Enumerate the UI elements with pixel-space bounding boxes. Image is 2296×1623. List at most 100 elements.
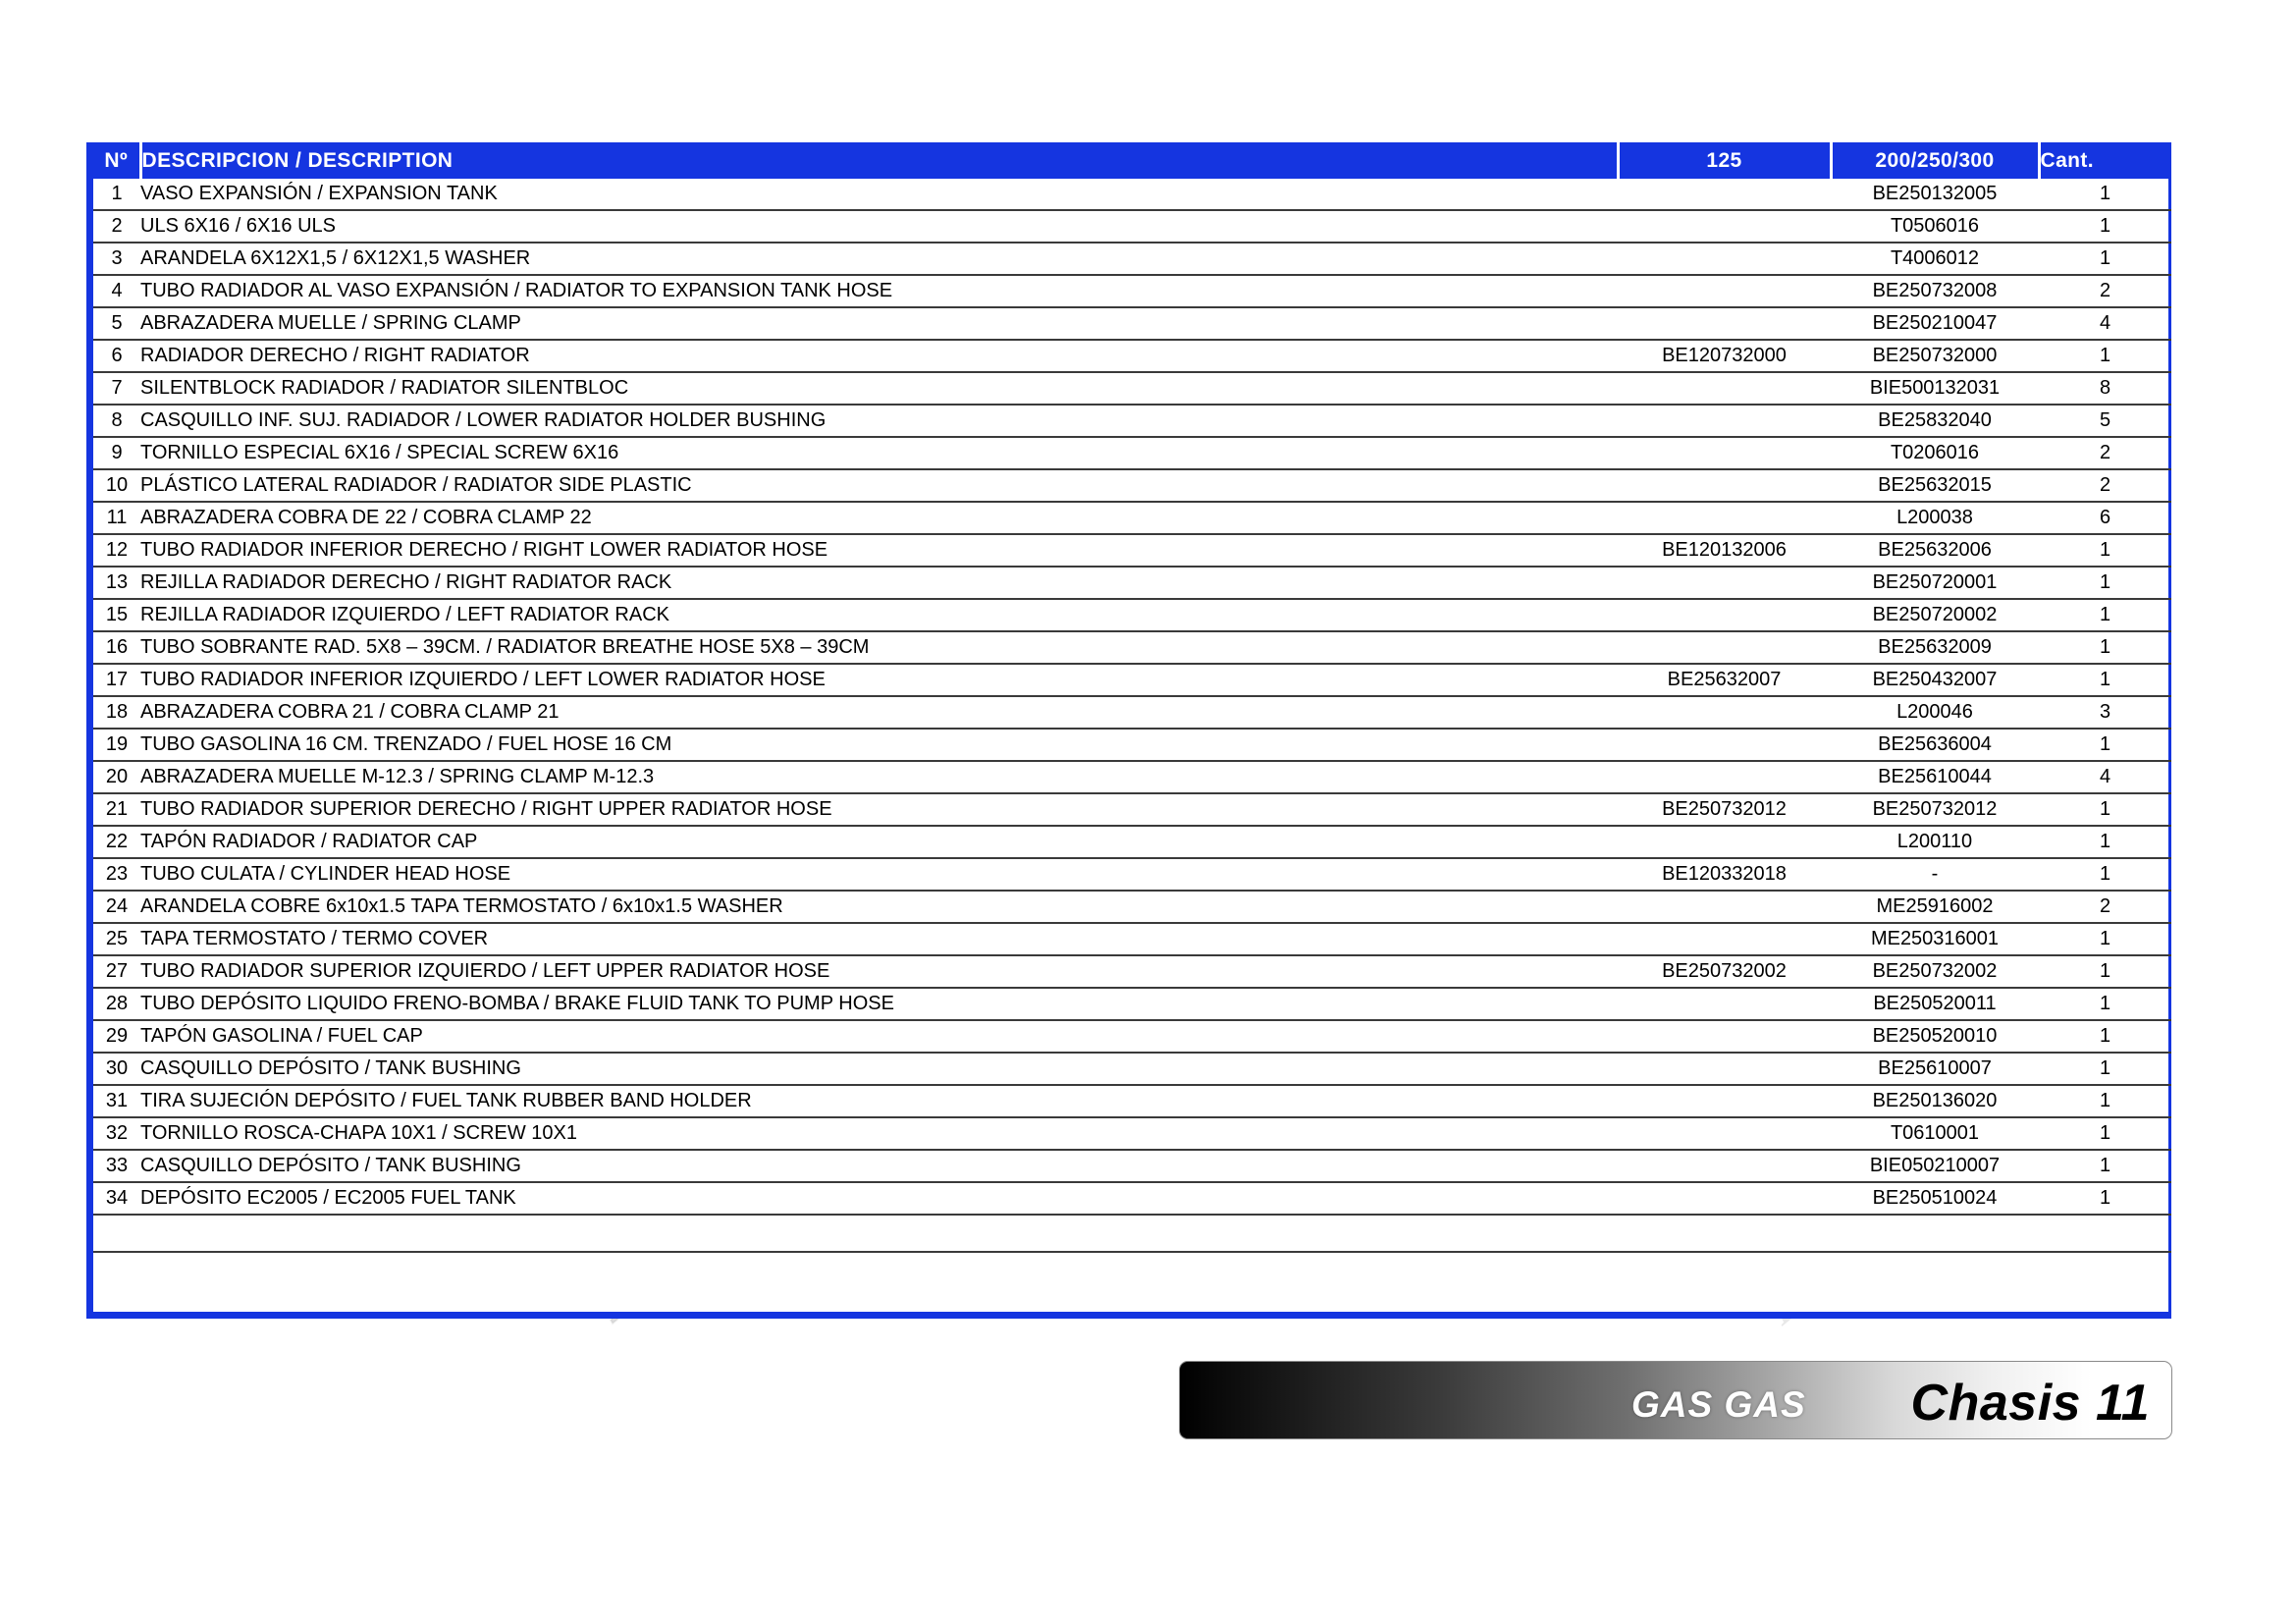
cell-description: CASQUILLO INF. SUJ. RADIADOR / LOWER RAD… <box>140 405 1618 438</box>
table-row[interactable]: 27 TUBO RADIADOR SUPERIOR IZQUIERDO / LEF… <box>93 955 2171 989</box>
cell-empty <box>2039 1252 2171 1290</box>
table-row[interactable]: 17 TUBO RADIADOR INFERIOR IZQUIERDO / LEF… <box>93 664 2171 697</box>
table-row[interactable]: 34 DEPÓSITO EC2005 / EC2005 FUEL TANK BE25… <box>93 1182 2171 1216</box>
cell-125: BE120132006 <box>1618 534 1831 568</box>
cell-quantity: 1 <box>2039 340 2171 373</box>
parts-table-header: Nº DESCRIPCION / DESCRIPTION 125 200/250… <box>93 142 2171 179</box>
cell-number: 29 <box>93 1020 140 1054</box>
cell-125: BE120332018 <box>1618 858 1831 892</box>
cell-description: TUBO CULATA / CYLINDER HEAD HOSE <box>140 858 1618 892</box>
cell-200-250-300: BE250732012 <box>1831 793 2039 827</box>
table-row[interactable]: 28 TUBO DEPÓSITO LIQUIDO FRENO-BOMBA / BR… <box>93 988 2171 1021</box>
cell-125 <box>1618 372 1831 406</box>
table-row[interactable]: 24 ARANDELA COBRE 6x10x1.5 TAPA TERMOSTAT… <box>93 891 2171 924</box>
table-row[interactable]: 10 PLÁSTICO LATERAL RADIADOR / RADIATOR S… <box>93 469 2171 503</box>
cell-number: 21 <box>93 793 140 827</box>
table-row[interactable]: 3 ARANDELA 6X12X1,5 / 6X12X1,5 WASHER T400… <box>93 243 2171 276</box>
table-row[interactable]: 12 TUBO RADIADOR INFERIOR DERECHO / RIGHT… <box>93 534 2171 568</box>
cell-quantity: 1 <box>2039 631 2171 665</box>
table-row[interactable]: 16 TUBO SOBRANTE RAD. 5X8 – 39CM. / RADIA… <box>93 631 2171 665</box>
cell-125 <box>1618 988 1831 1021</box>
cell-number: 12 <box>93 534 140 568</box>
cell-description: ULS 6X16 / 6X16 ULS <box>140 210 1618 243</box>
cell-description: TORNILLO ROSCA-CHAPA 10X1 / SCREW 10X1 <box>140 1117 1618 1151</box>
cell-quantity: 2 <box>2039 891 2171 924</box>
cell-number: 5 <box>93 307 140 341</box>
cell-200-250-300: BE250732002 <box>1831 955 2039 989</box>
cell-description: ARANDELA 6X12X1,5 / 6X12X1,5 WASHER <box>140 243 1618 276</box>
cell-description: ABRAZADERA COBRA DE 22 / COBRA CLAMP 22 <box>140 502 1618 535</box>
cell-description: ABRAZADERA MUELLE / SPRING CLAMP <box>140 307 1618 341</box>
table-row[interactable]: 15 REJILLA RADIADOR IZQUIERDO / LEFT RADI… <box>93 599 2171 632</box>
cell-quantity: 1 <box>2039 793 2171 827</box>
table-row[interactable]: 19 TUBO GASOLINA 16 CM. TRENZADO / FUEL H… <box>93 729 2171 762</box>
cell-quantity: 1 <box>2039 826 2171 859</box>
cell-quantity: 2 <box>2039 275 2171 308</box>
table-row[interactable]: 20 ABRAZADERA MUELLE M-12.3 / SPRING CLAM… <box>93 761 2171 794</box>
cell-200-250-300: T0610001 <box>1831 1117 2039 1151</box>
cell-number: 31 <box>93 1085 140 1118</box>
column-header-quantity: Cant. <box>2037 142 2171 179</box>
cell-description: TIRA SUJECIÓN DEPÓSITO / FUEL TANK RUBBE… <box>140 1085 1618 1118</box>
cell-200-250-300: T0206016 <box>1831 437 2039 470</box>
table-row[interactable]: 11 ABRAZADERA COBRA DE 22 / COBRA CLAMP 2… <box>93 502 2171 535</box>
table-row[interactable]: 2 ULS 6X16 / 6X16 ULS T0506016 1 <box>93 210 2171 243</box>
cell-quantity: 1 <box>2039 1020 2171 1054</box>
cell-quantity: 2 <box>2039 437 2171 470</box>
cell-125 <box>1618 1020 1831 1054</box>
cell-empty <box>1831 1252 2039 1290</box>
cell-125 <box>1618 761 1831 794</box>
cell-description: TAPÓN GASOLINA / FUEL CAP <box>140 1020 1618 1054</box>
cell-quantity: 1 <box>2039 1182 2171 1216</box>
cell-description: TUBO SOBRANTE RAD. 5X8 – 39CM. / RADIATO… <box>140 631 1618 665</box>
table-row[interactable]: 1 VASO EXPANSIÓN / EXPANSION TANK BE250132… <box>93 179 2171 211</box>
cell-number: 22 <box>93 826 140 859</box>
cell-quantity: 8 <box>2039 372 2171 406</box>
cell-quantity: 1 <box>2039 179 2171 211</box>
table-row[interactable]: 13 REJILLA RADIADOR DERECHO / RIGHT RADIA… <box>93 567 2171 600</box>
table-row-empty <box>93 1252 2171 1290</box>
cell-quantity: 1 <box>2039 729 2171 762</box>
cell-quantity: 4 <box>2039 761 2171 794</box>
table-row[interactable]: 8 CASQUILLO INF. SUJ. RADIADOR / LOWER RA… <box>93 405 2171 438</box>
cell-quantity: 1 <box>2039 1053 2171 1086</box>
column-header-200-250-300: 200/250/300 <box>1829 142 2039 179</box>
table-row[interactable]: 30 CASQUILLO DEPÓSITO / TANK BUSHING BE256… <box>93 1053 2171 1086</box>
cell-125: BE250732012 <box>1618 793 1831 827</box>
table-row[interactable]: 33 CASQUILLO DEPÓSITO / TANK BUSHING BIE05… <box>93 1150 2171 1183</box>
table-row[interactable]: 32 TORNILLO ROSCA-CHAPA 10X1 / SCREW 10X1… <box>93 1117 2171 1151</box>
cell-125 <box>1618 1053 1831 1086</box>
table-row[interactable]: 31 TIRA SUJECIÓN DEPÓSITO / FUEL TANK RUB… <box>93 1085 2171 1118</box>
cell-number: 9 <box>93 437 140 470</box>
cell-number: 8 <box>93 405 140 438</box>
cell-empty <box>1618 1215 1831 1253</box>
table-row[interactable]: 23 TUBO CULATA / CYLINDER HEAD HOSE BE1203… <box>93 858 2171 892</box>
table-row[interactable]: 25 TAPA TERMOSTATO / TERMO COVER ME2503160… <box>93 923 2171 956</box>
table-row[interactable]: 29 TAPÓN GASOLINA / FUEL CAP BE250520010 1 <box>93 1020 2171 1054</box>
table-row[interactable]: 6 RADIADOR DERECHO / RIGHT RADIATOR BE1207… <box>93 340 2171 373</box>
cell-200-250-300: BE250432007 <box>1831 664 2039 697</box>
cell-number: 32 <box>93 1117 140 1151</box>
cell-125: BE25632007 <box>1618 664 1831 697</box>
cell-quantity: 1 <box>2039 955 2171 989</box>
table-row[interactable]: 9 TORNILLO ESPECIAL 6X16 / SPECIAL SCREW … <box>93 437 2171 470</box>
cell-200-250-300: BE250520010 <box>1831 1020 2039 1054</box>
cell-125 <box>1618 631 1831 665</box>
cell-200-250-300: BE25832040 <box>1831 405 2039 438</box>
cell-125 <box>1618 243 1831 276</box>
cell-description: ABRAZADERA COBRA 21 / COBRA CLAMP 21 <box>140 696 1618 730</box>
table-row[interactable]: 22 TAPÓN RADIADOR / RADIATOR CAP L200110 1 <box>93 826 2171 859</box>
table-row[interactable]: 5 ABRAZADERA MUELLE / SPRING CLAMP BE25021… <box>93 307 2171 341</box>
cell-quantity: 1 <box>2039 664 2171 697</box>
table-row[interactable]: 7 SILENTBLOCK RADIADOR / RADIATOR SILENTB… <box>93 372 2171 406</box>
parts-table: Nº DESCRIPCION / DESCRIPTION 125 200/250… <box>93 142 2171 1290</box>
cell-125 <box>1618 1182 1831 1216</box>
cell-number: 24 <box>93 891 140 924</box>
table-row[interactable]: 18 ABRAZADERA COBRA 21 / COBRA CLAMP 21 L2… <box>93 696 2171 730</box>
table-row[interactable]: 21 TUBO RADIADOR SUPERIOR DERECHO / RIGHT… <box>93 793 2171 827</box>
cell-125 <box>1618 275 1831 308</box>
cell-description: SILENTBLOCK RADIADOR / RADIATOR SILENTBL… <box>140 372 1618 406</box>
table-row[interactable]: 4 TUBO RADIADOR AL VASO EXPANSIÓN / RADIA… <box>93 275 2171 308</box>
cell-125: BE120732000 <box>1618 340 1831 373</box>
cell-description: REJILLA RADIADOR IZQUIERDO / LEFT RADIAT… <box>140 599 1618 632</box>
